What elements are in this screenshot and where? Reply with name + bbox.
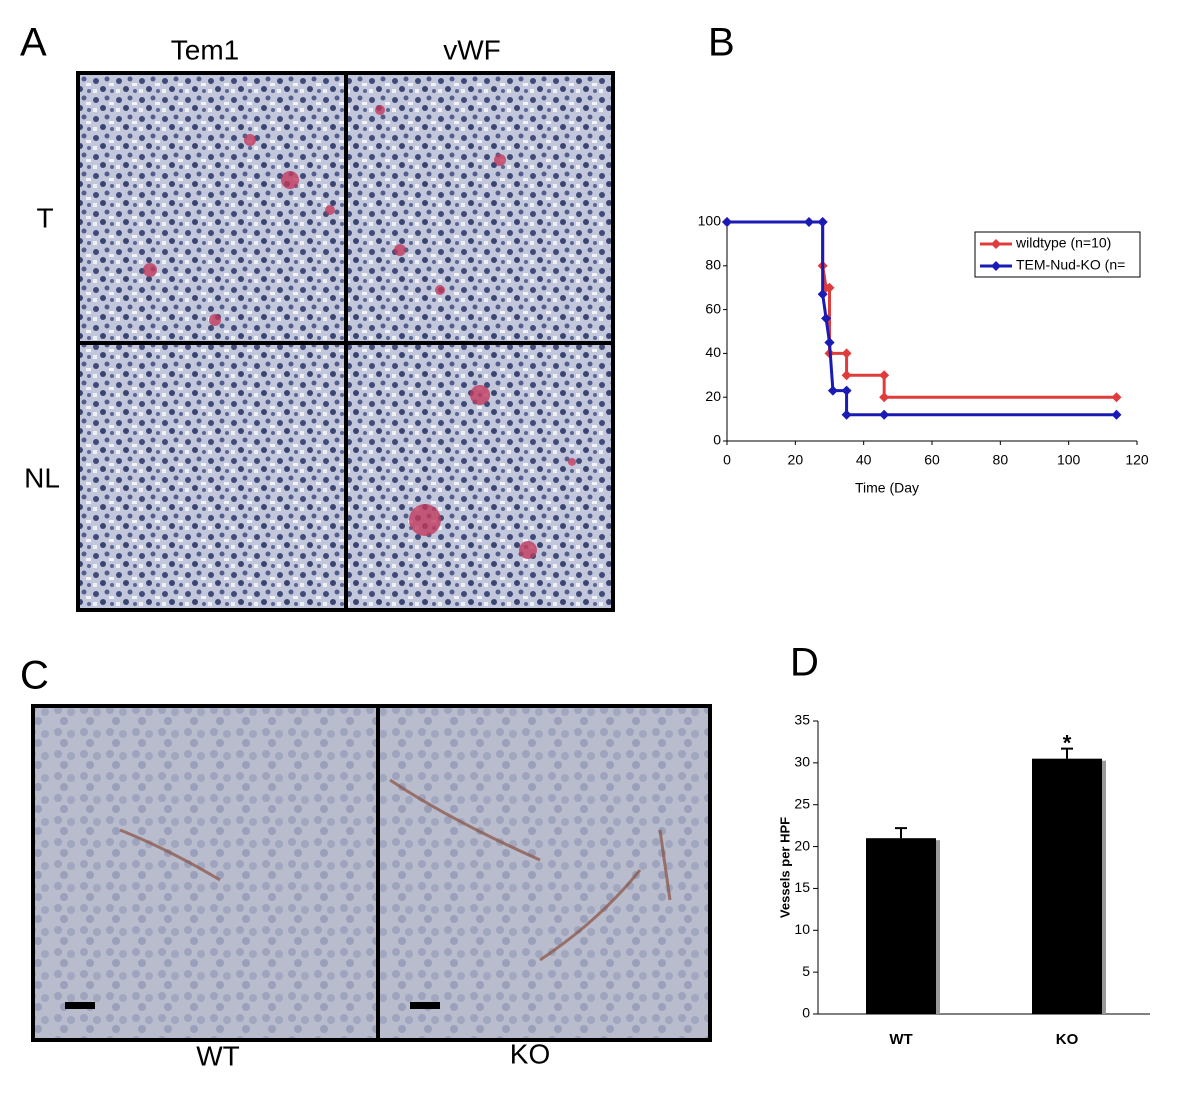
marker — [879, 409, 890, 420]
marker — [722, 217, 732, 227]
survival-line — [727, 220, 1117, 417]
vessels — [119, 778, 672, 962]
y-tick-label: 40 — [705, 344, 721, 360]
y-axis-label: Vessels per HPF — [777, 817, 792, 918]
x-tick-label: 80 — [993, 452, 1009, 468]
x-tick-label: 60 — [924, 452, 940, 468]
marker — [841, 385, 852, 396]
marker — [817, 289, 828, 300]
y-tick-label: 20 — [794, 837, 810, 853]
legend-label: wildtype (n=10) — [1015, 235, 1111, 251]
scale-bar — [410, 1002, 440, 1009]
marker — [817, 217, 828, 227]
legend-label: TEM-Nud-KO (n= — [1016, 257, 1125, 273]
y-tick-label: 25 — [794, 795, 810, 811]
marker — [879, 392, 890, 403]
y-tick-label: 80 — [705, 257, 721, 273]
column-label: Tem1 — [171, 34, 239, 65]
y-tick-label: 0 — [713, 432, 721, 448]
row-label: NL — [24, 462, 60, 493]
panel-label: D — [790, 641, 819, 685]
y-tick-label: 35 — [794, 712, 810, 728]
x-tick-label: 100 — [1057, 452, 1081, 468]
x-axis-label: Time (Day — [855, 480, 919, 496]
scale-bar — [65, 1002, 95, 1009]
image-label: KO — [510, 1038, 550, 1069]
x-tick-label: WT — [889, 1031, 912, 1048]
stain — [143, 105, 576, 559]
bar — [866, 838, 936, 1014]
marker — [1111, 392, 1122, 403]
marker — [824, 337, 835, 348]
legend-marker — [991, 261, 1001, 271]
marker — [841, 409, 852, 420]
image-label: WT — [196, 1040, 240, 1071]
x-tick-label: 0 — [723, 452, 731, 468]
y-tick-label: 5 — [802, 963, 810, 979]
marker — [879, 370, 890, 381]
x-tick-label: 20 — [788, 452, 804, 468]
x-tick-label: KO — [1056, 1031, 1079, 1048]
y-tick-label: 10 — [794, 921, 810, 937]
marker — [804, 217, 814, 227]
error-bar — [1061, 747, 1073, 759]
marker — [821, 313, 832, 324]
x-tick-label: 120 — [1125, 452, 1149, 468]
marker — [841, 370, 852, 381]
y-tick-label: 100 — [698, 213, 722, 229]
annotation: * — [1063, 730, 1072, 755]
y-tick-label: 20 — [705, 388, 721, 404]
marker — [1111, 409, 1122, 420]
y-tick-label: 15 — [794, 879, 810, 895]
marker — [824, 282, 835, 293]
y-tick-label: 60 — [705, 300, 721, 316]
panel-label: C — [20, 654, 49, 698]
marker — [841, 348, 852, 359]
legend-box — [974, 231, 1141, 278]
panel-label: A — [20, 21, 47, 65]
marker — [827, 385, 838, 396]
panel-label: B — [708, 21, 735, 65]
legend-marker — [991, 239, 1001, 249]
x-tick-label: 40 — [856, 452, 872, 468]
column-label: vWF — [443, 34, 501, 65]
row-label: T — [36, 202, 53, 233]
error-bar — [895, 827, 907, 839]
y-tick-label: 30 — [794, 754, 810, 770]
y-tick-label: 0 — [802, 1005, 810, 1021]
micrograph-pair — [31, 704, 712, 1042]
bar — [1032, 758, 1102, 1014]
